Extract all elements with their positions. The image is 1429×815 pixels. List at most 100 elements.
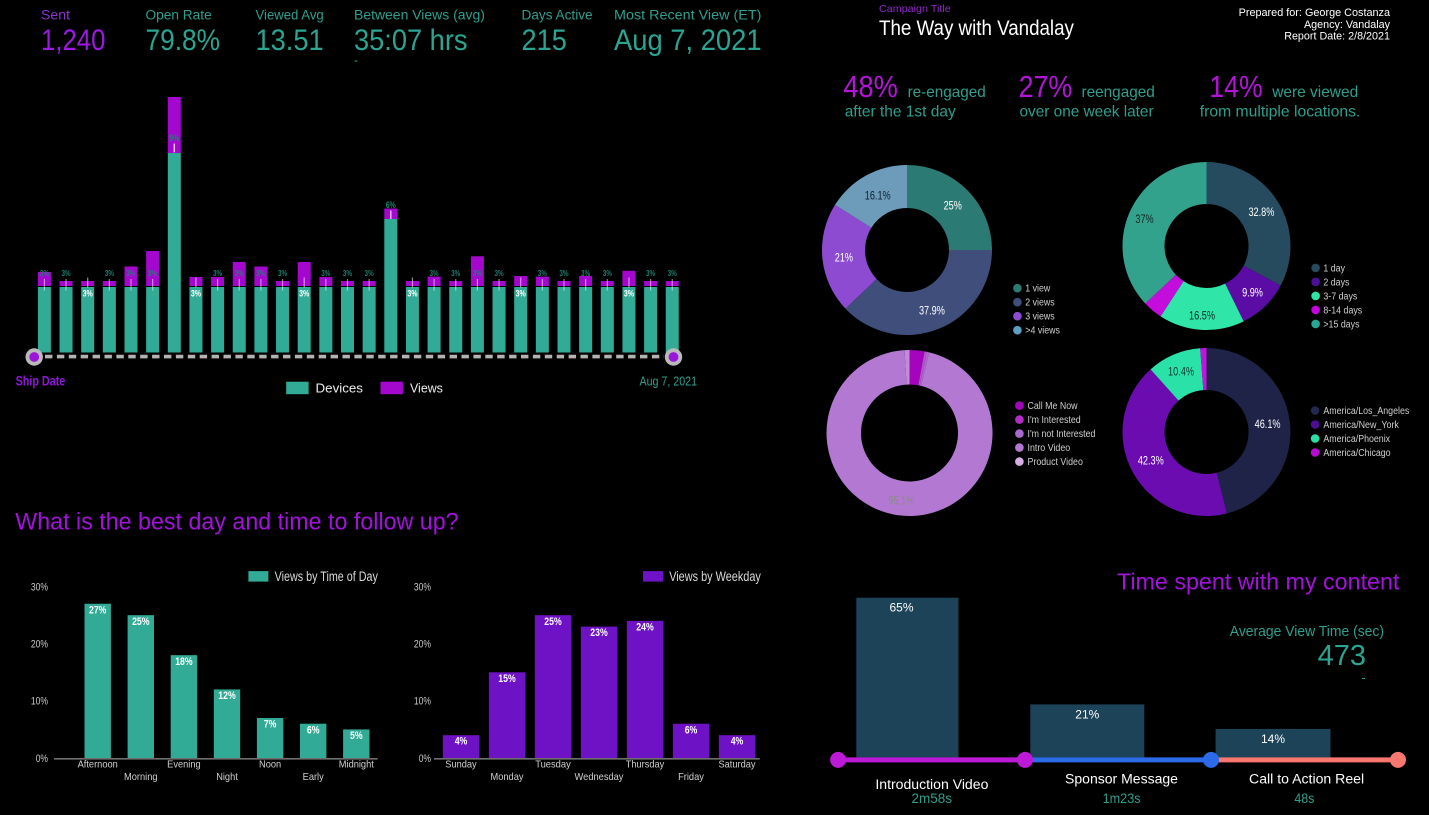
svg-text:3 views: 3 views <box>1025 312 1055 323</box>
svg-text:6%: 6% <box>386 200 396 210</box>
svg-text:Product Video: Product Video <box>1028 457 1083 468</box>
svg-text:America/Chicago: America/Chicago <box>1323 448 1390 459</box>
svg-text:3%: 3% <box>299 289 309 299</box>
svg-text:Prepared for: George Costanza: Prepared for: George Costanza <box>1239 7 1391 19</box>
svg-text:Sunday: Sunday <box>445 759 477 770</box>
svg-text:6%: 6% <box>685 724 698 736</box>
svg-text:14%: 14% <box>1209 69 1262 104</box>
svg-text:25%: 25% <box>132 616 150 628</box>
svg-text:2 views: 2 views <box>1025 298 1055 309</box>
svg-text:48s: 48s <box>1294 791 1314 806</box>
svg-text:Views by Time of Day: Views by Time of Day <box>275 569 378 584</box>
svg-text:23%: 23% <box>590 627 608 639</box>
svg-text:Monday: Monday <box>491 772 525 783</box>
svg-text:Average View Time (sec): Average View Time (sec) <box>1230 624 1384 640</box>
svg-text:9%: 9% <box>169 133 179 143</box>
svg-text:3%: 3% <box>430 268 440 278</box>
svg-text:7%: 7% <box>264 719 277 731</box>
svg-text:1 day: 1 day <box>1323 263 1345 274</box>
svg-text:What is the best day and time: What is the best day and time to follow … <box>15 509 458 536</box>
svg-text:5%: 5% <box>350 730 363 742</box>
svg-text:3%: 3% <box>581 268 591 278</box>
svg-text:3%: 3% <box>516 289 526 299</box>
svg-text:8-14 days: 8-14 days <box>1323 305 1362 316</box>
svg-text:Views by Weekday: Views by Weekday <box>669 569 761 584</box>
svg-text:65%: 65% <box>890 601 914 615</box>
svg-text:America/Los_Angeles: America/Los_Angeles <box>1323 406 1409 417</box>
svg-text:Tuesday: Tuesday <box>535 759 571 770</box>
svg-text:21%: 21% <box>1075 707 1099 721</box>
svg-text:re-engaged: re-engaged <box>908 84 986 101</box>
svg-text:37%: 37% <box>1135 212 1153 226</box>
svg-text:4%: 4% <box>731 736 744 748</box>
svg-text:Afternoon: Afternoon <box>78 759 118 770</box>
svg-text:Friday: Friday <box>678 772 705 783</box>
svg-text:4%: 4% <box>455 736 468 748</box>
svg-text:3%: 3% <box>191 289 201 299</box>
svg-text:24%: 24% <box>636 621 654 633</box>
svg-text:79.8%: 79.8% <box>146 24 221 57</box>
svg-text:Sent: Sent <box>41 8 70 23</box>
svg-text:Thursday: Thursday <box>626 759 665 770</box>
svg-text:20%: 20% <box>31 639 48 651</box>
svg-text:were viewed: were viewed <box>1271 84 1358 101</box>
svg-text:The Way with Vandalay: The Way with Vandalay <box>879 17 1074 40</box>
svg-text:-: - <box>354 53 358 67</box>
svg-text:42.3%: 42.3% <box>1138 454 1164 468</box>
svg-text:Midnight: Midnight <box>339 759 374 770</box>
svg-text:3%: 3% <box>126 268 136 278</box>
svg-text:3%: 3% <box>451 268 461 278</box>
svg-text:Devices: Devices <box>316 381 364 396</box>
svg-text:12%: 12% <box>218 690 236 702</box>
svg-text:Ship Date: Ship Date <box>16 373 66 389</box>
svg-text:3%: 3% <box>407 289 417 299</box>
svg-text:16.5%: 16.5% <box>1189 308 1215 322</box>
svg-text:25%: 25% <box>544 616 562 628</box>
svg-text:1,240: 1,240 <box>41 24 105 57</box>
svg-text:3%: 3% <box>321 268 331 278</box>
svg-text:Night: Night <box>216 772 238 783</box>
svg-text:Report Date: 2/8/2021: Report Date: 2/8/2021 <box>1284 31 1390 43</box>
svg-text:Saturday: Saturday <box>718 759 756 770</box>
svg-text:20%: 20% <box>414 639 431 651</box>
svg-text:30%: 30% <box>414 581 431 593</box>
svg-text:>4 views: >4 views <box>1025 326 1060 337</box>
svg-text:Most Recent View (ET): Most Recent View (ET) <box>614 8 761 23</box>
svg-text:3%: 3% <box>278 268 288 278</box>
svg-text:Evening: Evening <box>167 759 201 770</box>
svg-text:I'm not Interested: I'm not Interested <box>1028 429 1096 440</box>
svg-text:Morning: Morning <box>124 772 158 783</box>
svg-text:3%: 3% <box>646 268 656 278</box>
svg-text:2 days: 2 days <box>1323 277 1349 288</box>
svg-text:3%: 3% <box>603 268 613 278</box>
svg-text:2m58s: 2m58s <box>912 791 953 806</box>
svg-text:48%: 48% <box>843 69 898 104</box>
svg-text:America/New_York: America/New_York <box>1323 420 1399 431</box>
svg-text:3%: 3% <box>343 268 353 278</box>
svg-text:3%: 3% <box>473 268 483 278</box>
svg-text:3%: 3% <box>365 268 375 278</box>
svg-text:Aug 7, 2021: Aug 7, 2021 <box>640 373 698 388</box>
svg-text:18%: 18% <box>175 656 193 668</box>
svg-text:37.9%: 37.9% <box>919 304 945 318</box>
svg-text:15%: 15% <box>498 673 516 685</box>
svg-text:Call Me Now: Call Me Now <box>1028 401 1079 412</box>
svg-text:10.4%: 10.4% <box>1168 364 1194 378</box>
svg-text:1m23s: 1m23s <box>1103 791 1141 806</box>
svg-text:Intro Video: Intro Video <box>1028 443 1071 454</box>
svg-text:3%: 3% <box>538 268 548 278</box>
svg-text:27%: 27% <box>1019 69 1073 104</box>
svg-text:0%: 0% <box>419 753 432 765</box>
svg-text:0%: 0% <box>36 753 49 765</box>
svg-text:10%: 10% <box>31 696 48 708</box>
svg-text:95.1%: 95.1% <box>888 494 914 508</box>
svg-text:6%: 6% <box>307 724 320 736</box>
svg-text:32.8%: 32.8% <box>1248 205 1274 219</box>
svg-text:Noon: Noon <box>259 759 281 770</box>
svg-text:>15 days: >15 days <box>1323 319 1359 330</box>
svg-text:Between Views (avg): Between Views (avg) <box>354 8 485 23</box>
svg-text:over one week later: over one week later <box>1020 104 1155 121</box>
svg-text:3%: 3% <box>61 268 71 278</box>
svg-text:35:07 hrs: 35:07 hrs <box>354 24 468 57</box>
svg-text:3%: 3% <box>624 289 634 299</box>
